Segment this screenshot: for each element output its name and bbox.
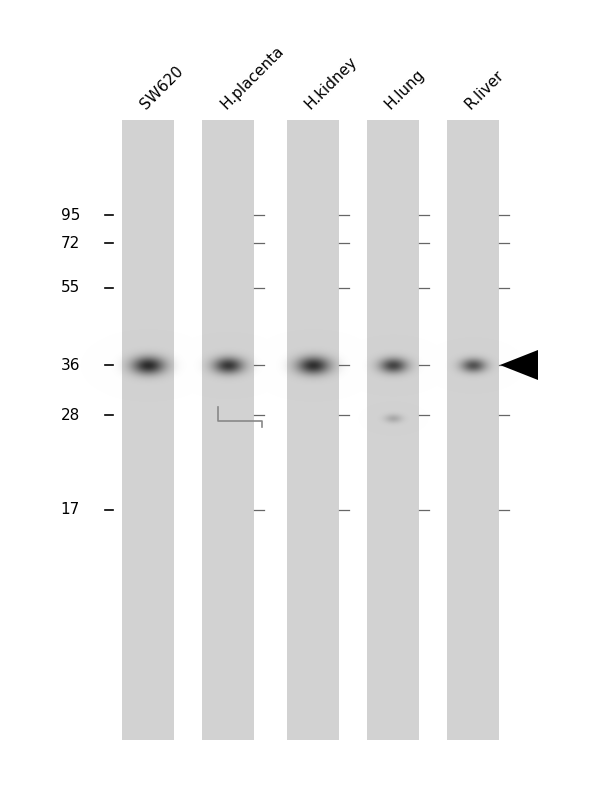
Text: SW620: SW620	[137, 63, 186, 112]
Text: 36: 36	[61, 358, 80, 373]
Polygon shape	[500, 350, 538, 380]
Text: H.placenta: H.placenta	[217, 43, 286, 112]
Text: 55: 55	[61, 281, 80, 295]
Text: H.lung: H.lung	[382, 66, 428, 112]
Text: 95: 95	[61, 207, 80, 222]
Text: H.kidney: H.kidney	[302, 54, 360, 112]
Text: R.liver: R.liver	[463, 67, 507, 112]
Text: 28: 28	[61, 407, 80, 422]
Text: 17: 17	[61, 502, 80, 518]
Text: 72: 72	[61, 235, 80, 250]
